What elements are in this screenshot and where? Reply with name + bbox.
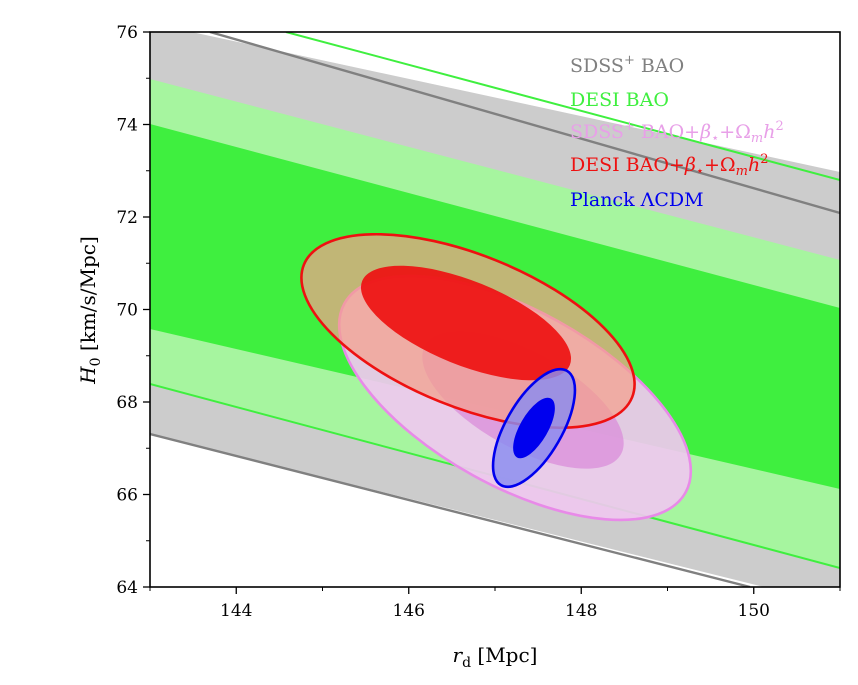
legend: SDSS+ BAO DESI BAO SDSS+ BAO+β⋆+Ωmh2 DES… — [570, 53, 784, 211]
legend-entry-sdss-combined: SDSS+ BAO+β⋆+Ωmh2 — [570, 119, 784, 146]
legend-entry-planck: Planck ΛCDM — [570, 189, 704, 211]
x-tick-label: 150 — [738, 601, 770, 621]
desi-combined-ellipse-1sigma — [360, 265, 572, 381]
sdss-bao-upper-edge — [209, 32, 840, 215]
x-tick-label: 146 — [393, 601, 425, 621]
y-tick-label: 64 — [116, 578, 138, 598]
y-tick-label: 74 — [116, 116, 138, 136]
legend-entry-desi-combined: DESI BAO+β⋆+Ωmh2 — [570, 152, 769, 179]
desi-bao-upper-edge — [285, 32, 840, 181]
legend-entry-sdss-bao: SDSS+ BAO — [570, 53, 684, 77]
y-tick-label: 68 — [116, 393, 138, 413]
sdss-bao-lower-edge — [150, 432, 751, 587]
y-axis-ticks: 64 66 68 70 72 74 76 — [116, 23, 150, 598]
x-axis-ticks: 144 146 148 150 — [149, 587, 841, 621]
x-tick-label: 148 — [565, 601, 597, 621]
y-tick-label: 72 — [116, 208, 138, 228]
y-axis-label: H0 [km/s/Mpc] — [76, 236, 104, 385]
legend-entry-desi-bao: DESI BAO — [570, 89, 669, 111]
x-tick-label: 144 — [220, 601, 252, 621]
plot-area — [150, 32, 840, 587]
y-tick-label: 70 — [116, 301, 138, 321]
y-tick-label: 66 — [116, 486, 138, 506]
y-tick-label: 76 — [116, 23, 138, 43]
x-axis-label: rd [Mpc] — [453, 643, 538, 671]
planck-ellipse-1sigma — [513, 397, 555, 459]
